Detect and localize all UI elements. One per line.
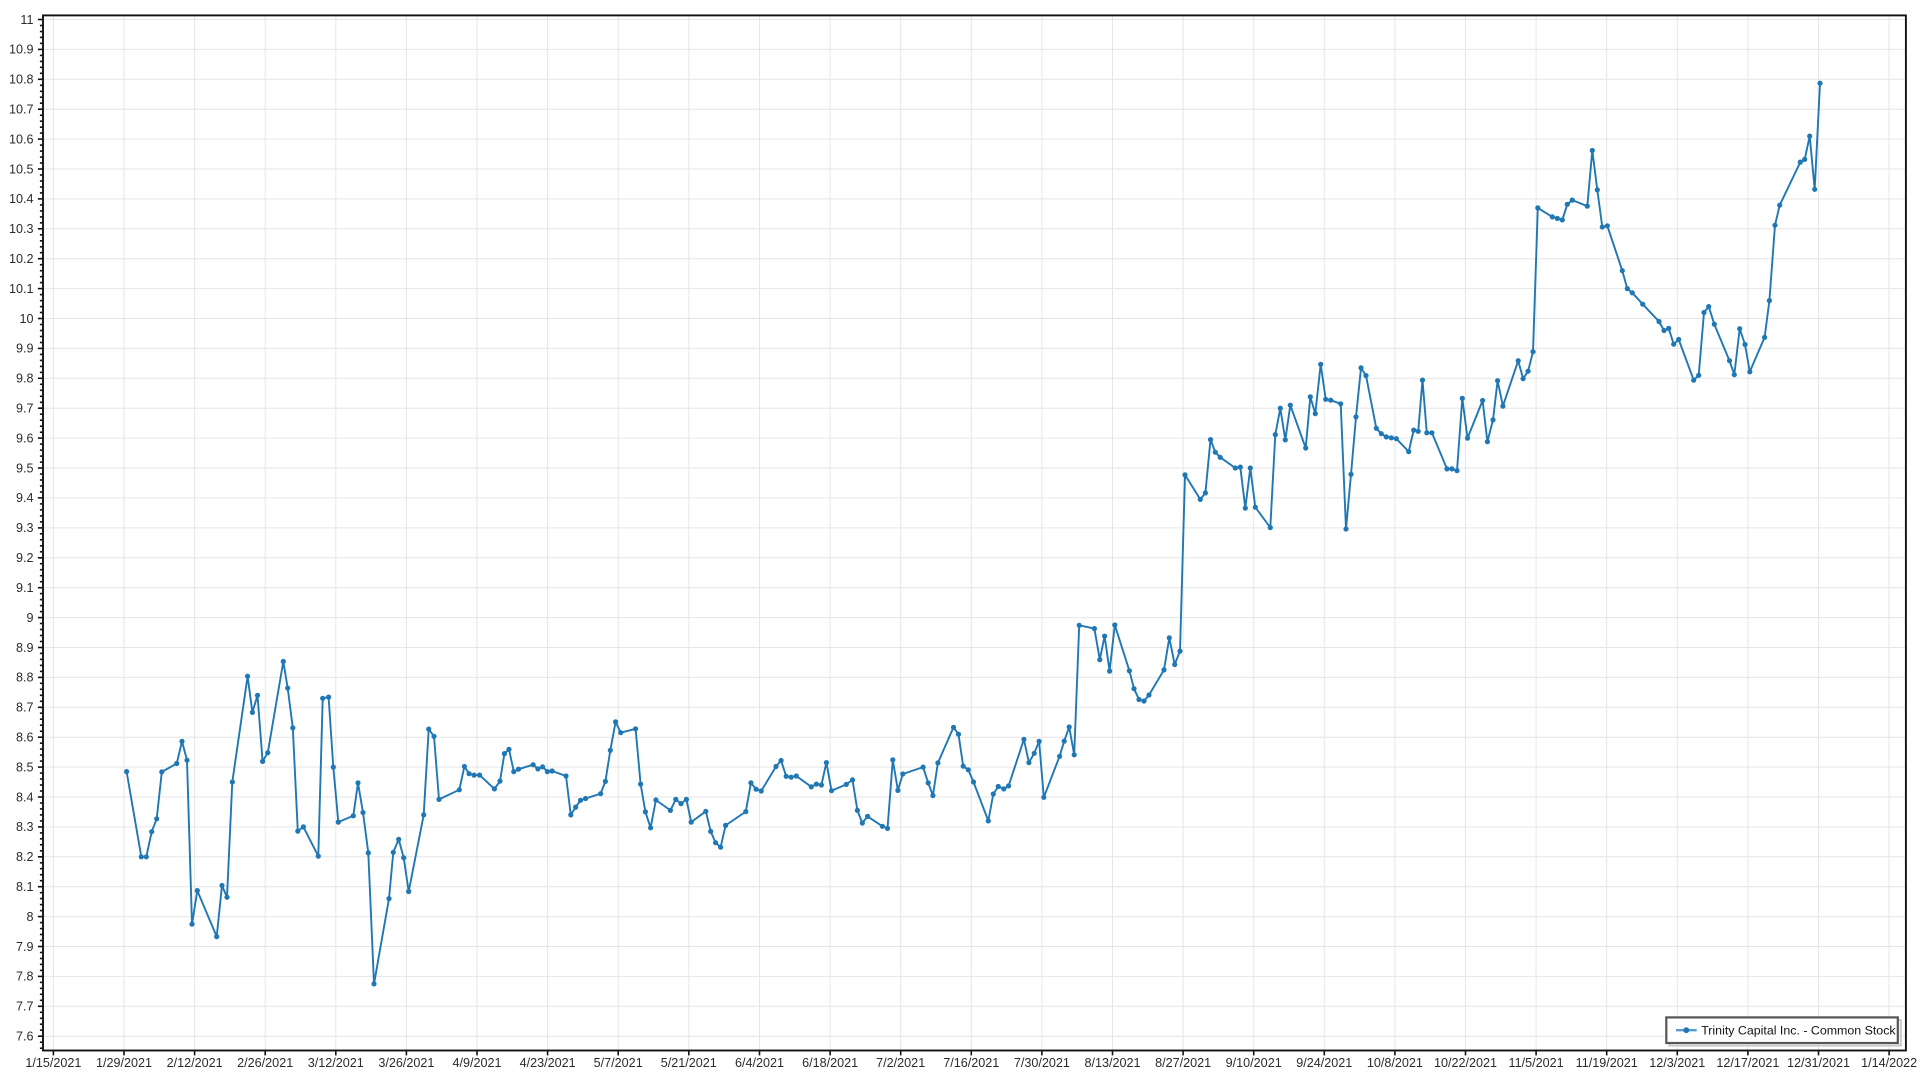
- svg-text:9/10/2021: 9/10/2021: [1226, 1056, 1282, 1070]
- svg-text:2/26/2021: 2/26/2021: [237, 1056, 293, 1070]
- svg-text:9.4: 9.4: [16, 491, 34, 505]
- svg-text:10.4: 10.4: [9, 192, 34, 206]
- svg-text:11: 11: [20, 13, 33, 27]
- svg-text:7/16/2021: 7/16/2021: [943, 1056, 999, 1070]
- svg-text:10.7: 10.7: [9, 103, 34, 117]
- svg-text:6/4/2021: 6/4/2021: [735, 1056, 784, 1070]
- svg-text:10: 10: [19, 312, 33, 326]
- svg-text:12/17/2021: 12/17/2021: [1716, 1056, 1779, 1070]
- svg-text:9.7: 9.7: [16, 402, 34, 416]
- svg-text:9.5: 9.5: [16, 461, 34, 475]
- svg-text:9.2: 9.2: [16, 551, 34, 565]
- svg-text:10.9: 10.9: [9, 43, 34, 57]
- svg-text:9.1: 9.1: [16, 581, 34, 595]
- svg-text:10.8: 10.8: [9, 73, 34, 87]
- svg-text:8.5: 8.5: [16, 760, 34, 774]
- svg-text:7/30/2021: 7/30/2021: [1014, 1056, 1070, 1070]
- svg-text:8.1: 8.1: [16, 880, 34, 894]
- svg-text:2/12/2021: 2/12/2021: [167, 1056, 223, 1070]
- svg-text:4/23/2021: 4/23/2021: [520, 1056, 576, 1070]
- svg-text:11/19/2021: 11/19/2021: [1576, 1056, 1638, 1070]
- svg-text:5/7/2021: 5/7/2021: [594, 1056, 643, 1070]
- svg-text:8/13/2021: 8/13/2021: [1084, 1056, 1140, 1070]
- svg-text:11/5/2021: 11/5/2021: [1509, 1056, 1564, 1070]
- svg-text:10.5: 10.5: [9, 162, 34, 176]
- svg-text:3/26/2021: 3/26/2021: [378, 1056, 434, 1070]
- svg-text:10/22/2021: 10/22/2021: [1434, 1056, 1497, 1070]
- svg-text:8.3: 8.3: [16, 820, 34, 834]
- svg-text:9/24/2021: 9/24/2021: [1296, 1056, 1352, 1070]
- svg-text:8.2: 8.2: [16, 850, 34, 864]
- svg-text:8/27/2021: 8/27/2021: [1155, 1056, 1211, 1070]
- svg-text:7.6: 7.6: [16, 1030, 34, 1044]
- svg-text:9.8: 9.8: [16, 372, 34, 386]
- svg-text:9.6: 9.6: [16, 431, 34, 445]
- svg-text:7.7: 7.7: [16, 1000, 34, 1014]
- svg-text:8.7: 8.7: [16, 701, 34, 715]
- svg-text:10.3: 10.3: [9, 222, 34, 236]
- svg-text:9: 9: [26, 611, 33, 625]
- svg-text:8: 8: [26, 910, 33, 924]
- svg-text:8.6: 8.6: [16, 731, 34, 745]
- svg-text:6/18/2021: 6/18/2021: [802, 1056, 858, 1070]
- svg-text:8.4: 8.4: [16, 790, 34, 804]
- svg-text:3/12/2021: 3/12/2021: [308, 1056, 364, 1070]
- svg-text:7.8: 7.8: [16, 970, 34, 984]
- svg-text:1/29/2021: 1/29/2021: [96, 1056, 152, 1070]
- svg-text:5/21/2021: 5/21/2021: [661, 1056, 717, 1070]
- svg-text:12/31/2021: 12/31/2021: [1787, 1056, 1850, 1070]
- svg-text:12/3/2021: 12/3/2021: [1649, 1056, 1705, 1070]
- svg-text:10/8/2021: 10/8/2021: [1367, 1056, 1423, 1070]
- svg-text:7.9: 7.9: [16, 940, 34, 954]
- svg-text:10.1: 10.1: [9, 282, 34, 296]
- svg-text:Trinity Capital Inc. - Common: Trinity Capital Inc. - Common Stock: [1701, 1024, 1896, 1038]
- svg-text:1/15/2021: 1/15/2021: [25, 1056, 81, 1070]
- svg-text:9.9: 9.9: [16, 342, 34, 356]
- svg-text:4/9/2021: 4/9/2021: [452, 1056, 501, 1070]
- svg-text:10.2: 10.2: [9, 252, 34, 266]
- svg-text:8.8: 8.8: [16, 671, 34, 685]
- svg-text:7/2/2021: 7/2/2021: [876, 1056, 925, 1070]
- svg-text:9.3: 9.3: [16, 521, 34, 535]
- svg-text:1/14/2022: 1/14/2022: [1861, 1056, 1917, 1070]
- svg-text:10.6: 10.6: [9, 132, 34, 146]
- svg-text:8.9: 8.9: [16, 641, 34, 655]
